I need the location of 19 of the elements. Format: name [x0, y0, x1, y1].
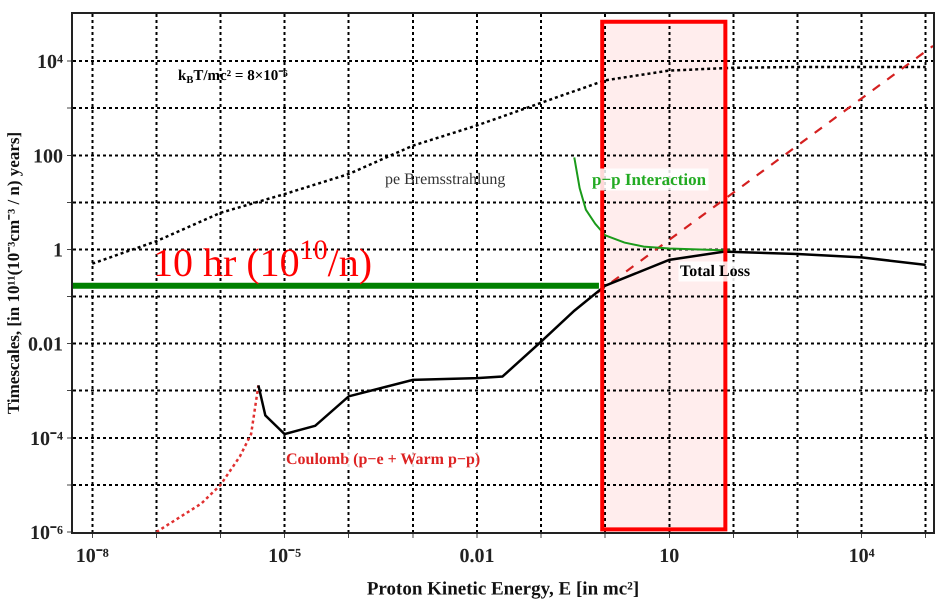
y-tick-label: 10⁻⁶	[30, 522, 63, 544]
x-tick-label: 10⁻⁸	[76, 545, 109, 567]
y-tick-label: 10⁻⁴	[30, 428, 63, 450]
x-axis-title: Proton Kinetic Energy, E [in mc²]	[366, 578, 640, 600]
y-axis-title: Timescales, [in 10¹¹(10⁻³cm⁻³ / n) years]	[4, 132, 24, 414]
y-tick-label: 10⁴	[37, 51, 63, 74]
annotation: Coulomb (p−e + Warm p−p)	[286, 451, 480, 468]
x-tick-label: 10	[659, 545, 680, 567]
annotation: k$_{B}$T/mc² = 8×10⁻⁶	[178, 68, 288, 86]
annotation: pe Bremsstrahlung	[385, 171, 506, 188]
annotation: 10 hr (10$^{10}$/n)	[153, 235, 372, 285]
annotation: p−p Interaction	[592, 170, 707, 189]
y-tick-label: 1	[53, 239, 63, 262]
x-tick-label: 10⁴	[848, 545, 875, 567]
annotation: Total Loss	[680, 263, 750, 280]
y-tick-label: 0.01	[28, 334, 63, 356]
x-tick-label: 10⁻⁵	[268, 545, 302, 567]
x-tick-label: 0.01	[459, 545, 494, 567]
y-tick-label: 100	[33, 145, 63, 168]
